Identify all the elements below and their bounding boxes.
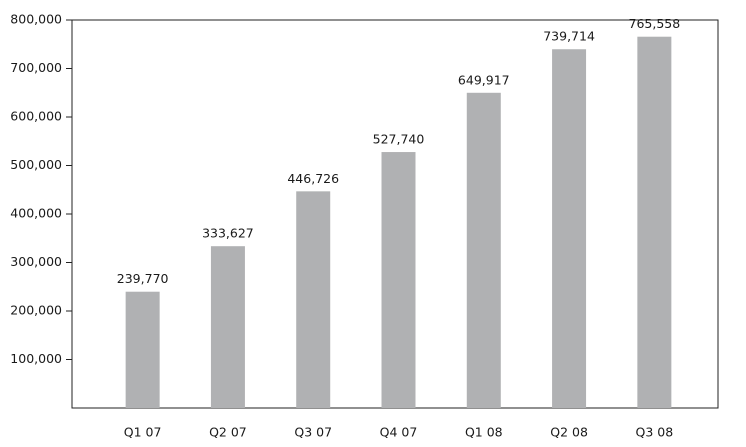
- plot-frame: [71, 19, 719, 409]
- bar: [552, 49, 587, 408]
- value-label: 527,740: [373, 132, 425, 147]
- bar: [466, 92, 501, 408]
- x-tick-label: Q2 08: [550, 425, 588, 440]
- value-label: 765,558: [629, 16, 681, 31]
- bar: [637, 36, 672, 408]
- value-label: 333,627: [202, 226, 254, 241]
- x-tick-label: Q1 07: [124, 425, 162, 440]
- x-tick-label: Q2 07: [209, 425, 247, 440]
- bar: [210, 246, 245, 408]
- y-tick-label: 200,000: [10, 303, 62, 318]
- bar: [381, 152, 416, 408]
- bar: [296, 191, 331, 408]
- y-tick-label: 600,000: [10, 109, 62, 124]
- x-tick-label: Q1 08: [465, 425, 503, 440]
- value-label: 446,726: [287, 171, 339, 186]
- y-tick-label: 400,000: [10, 206, 62, 221]
- bar: [125, 291, 160, 408]
- value-label: 739,714: [543, 29, 595, 44]
- value-label: 239,770: [117, 271, 169, 286]
- x-tick-label: Q3 08: [636, 425, 674, 440]
- x-tick-label: Q3 07: [294, 425, 332, 440]
- value-label: 649,917: [458, 72, 510, 87]
- y-tick-label: 300,000: [10, 254, 62, 269]
- y-tick-label: 800,000: [10, 12, 62, 27]
- y-tick-label: 100,000: [10, 351, 62, 366]
- x-tick-label: Q4 07: [380, 425, 418, 440]
- y-tick-label: 500,000: [10, 157, 62, 172]
- y-tick-label: 700,000: [10, 60, 62, 75]
